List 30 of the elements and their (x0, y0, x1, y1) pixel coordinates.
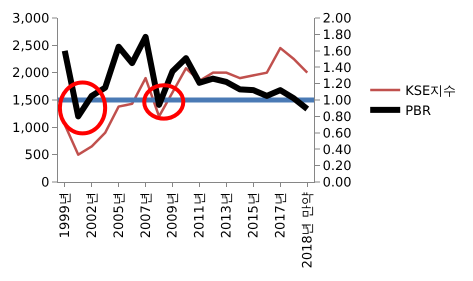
y2-tick-label: 2.00 (322, 12, 352, 27)
legend-label: PBR (405, 104, 431, 119)
y-tick-label: 0 (41, 176, 50, 191)
x-tick-label: 2009년 (166, 192, 181, 238)
y2-tick-label: 1.00 (322, 94, 352, 109)
y2-tick-label: 0.20 (322, 159, 352, 174)
y2-tick-label: 1.20 (322, 77, 352, 92)
y2-tick-label: 0.40 (322, 142, 352, 158)
y-tick-label: 2,000 (12, 66, 50, 82)
x-tick-label: 2013년 (220, 192, 235, 238)
x-tick-label: 2011년 (192, 192, 208, 238)
legend-label: KSE지수 (405, 84, 456, 100)
y-tick-label: 500 (24, 148, 50, 164)
y2-tick-label: 0.60 (322, 126, 352, 142)
x-tick-label: 2017년 (274, 192, 289, 238)
x-tick-label: 2005년 (112, 192, 127, 238)
y-tick-label: 1,000 (12, 120, 50, 136)
y-tick-label: 3,000 (12, 12, 50, 27)
x-tick-label: 2018년 만약 (300, 192, 316, 268)
x-tick-label: 2015년 (246, 192, 262, 238)
y2-tick-label: 1.80 (322, 28, 352, 43)
x-tick-label: 2002년 (84, 192, 100, 238)
x-tick-label: 1999년 (58, 192, 73, 238)
y-tick-label: 2,500 (12, 38, 50, 54)
y2-tick-label: 0.80 (322, 110, 352, 125)
x-tick-label: 2007년 (138, 192, 154, 238)
y-tick-label: 1,500 (12, 94, 50, 109)
y2-tick-label: 1.40 (322, 60, 352, 76)
y2-tick-label: 1.60 (322, 44, 352, 60)
y2-tick-label: 0.00 (322, 176, 352, 191)
